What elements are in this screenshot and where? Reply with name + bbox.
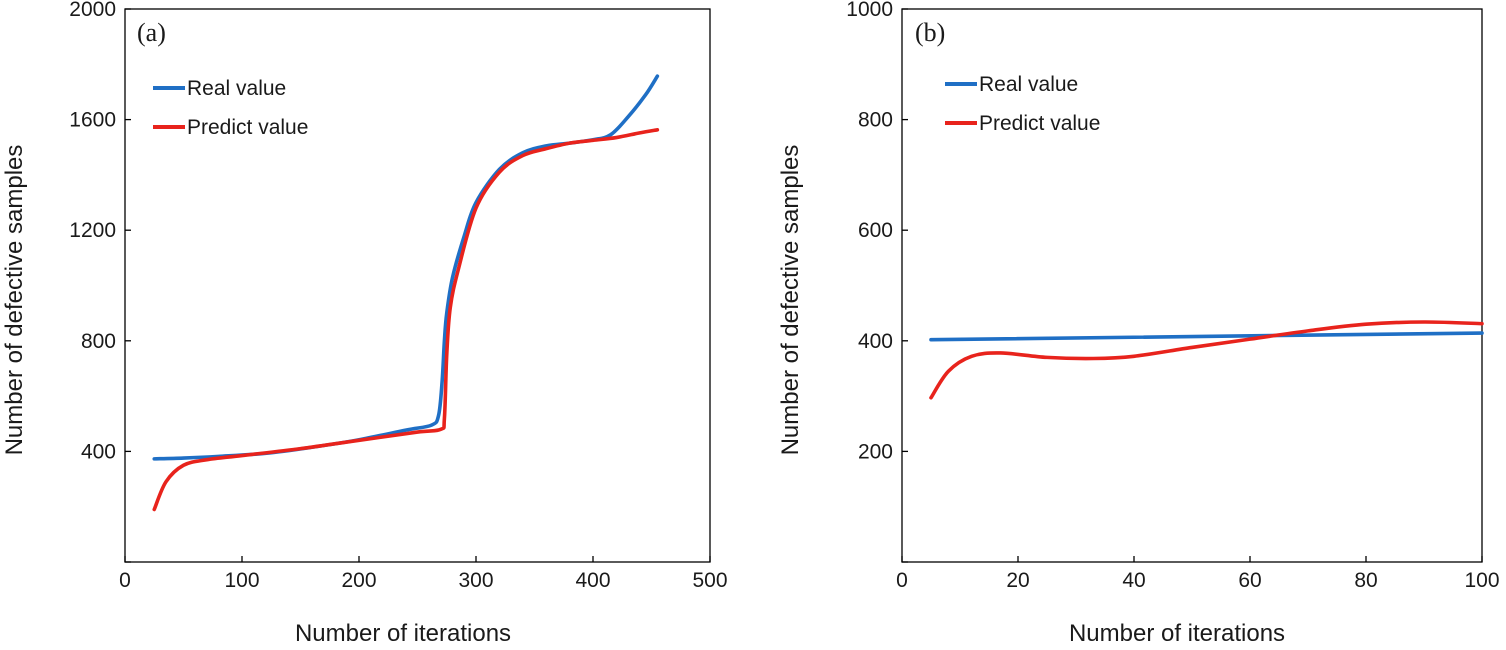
y-tick-label: 2000 — [69, 0, 116, 21]
y-tick-label: 600 — [858, 219, 893, 242]
x-axis-title: Number of iterations — [295, 620, 511, 647]
y-tick-label: 400 — [81, 440, 116, 463]
plot-frame — [901, 8, 1483, 563]
legend-label-predict: Predict value — [187, 116, 308, 139]
x-tick-label: 80 — [1354, 569, 1377, 592]
x-tick-label: 200 — [341, 569, 376, 592]
series-line-predict — [929, 320, 1484, 400]
chart-panel-a: 0 100 200 300 400 500 400 800 1200 1600 2000 (a) R… — [1, 0, 728, 647]
x-tick-label: 0 — [896, 569, 908, 592]
axis-ticks: 0 20 40 60 80 100 200 400 600 800 1000 — [846, 0, 1499, 592]
y-tick-label: 800 — [81, 330, 116, 353]
axis-ticks: 0 100 200 300 400 500 400 800 1200 1600 2000 — [69, 0, 727, 592]
panel-label: (b) — [915, 18, 945, 47]
legend: Real value Predict value — [945, 73, 1100, 135]
legend-label-real: Real value — [187, 77, 286, 100]
x-tick-label: 60 — [1238, 569, 1261, 592]
series-layer — [152, 74, 660, 512]
y-tick-label: 1000 — [846, 0, 893, 21]
y-axis-title: Number of defective samples — [777, 145, 804, 456]
legend-label-real: Real value — [979, 73, 1078, 96]
plot-frame — [124, 8, 711, 563]
x-tick-label: 300 — [458, 569, 493, 592]
y-tick-label: 800 — [858, 109, 893, 132]
y-tick-label: 1200 — [69, 219, 116, 242]
series-line-real — [929, 331, 1484, 342]
y-tick-label: 400 — [858, 330, 893, 353]
y-tick-label: 200 — [858, 440, 893, 463]
legend-label-predict: Predict value — [979, 112, 1100, 135]
x-tick-label: 100 — [224, 569, 259, 592]
y-tick-label: 1600 — [69, 109, 116, 132]
x-tick-label: 20 — [1006, 569, 1029, 592]
series-line-predict — [152, 128, 660, 512]
x-tick-label: 40 — [1122, 569, 1145, 592]
x-axis-title: Number of iterations — [1069, 620, 1285, 647]
panel-label: (a) — [137, 18, 166, 47]
legend: Real value Predict value — [153, 77, 308, 139]
x-tick-label: 500 — [692, 569, 727, 592]
chart-panel-b: 0 20 40 60 80 100 200 400 600 800 1000 (b) Real va… — [777, 0, 1500, 647]
x-tick-label: 400 — [575, 569, 610, 592]
x-tick-label: 0 — [119, 569, 131, 592]
x-tick-label: 100 — [1464, 569, 1499, 592]
y-axis-title: Number of defective samples — [1, 145, 28, 456]
series-layer — [929, 320, 1484, 400]
